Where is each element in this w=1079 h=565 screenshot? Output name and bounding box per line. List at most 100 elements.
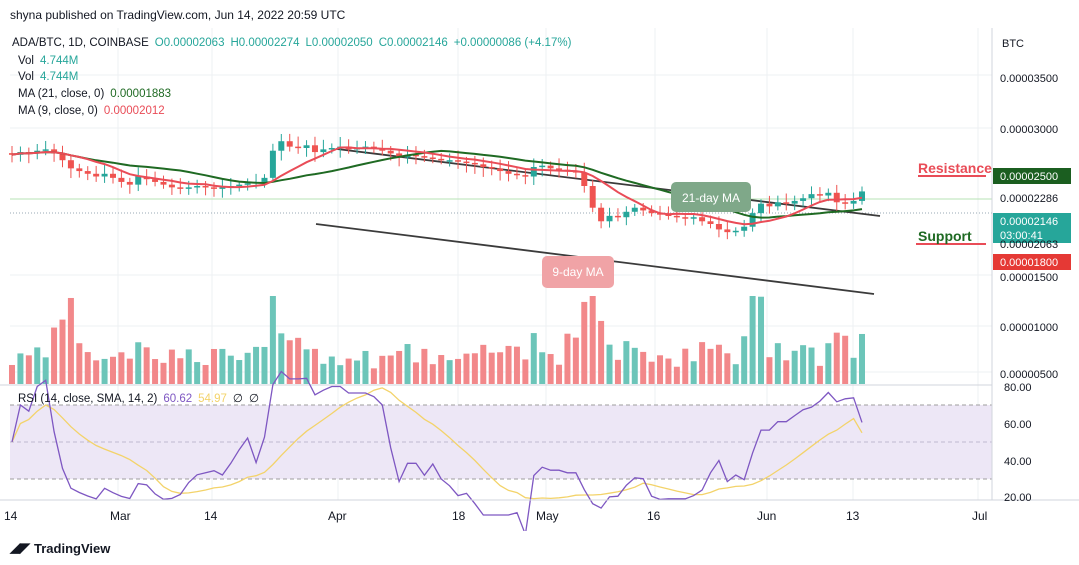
candle-body: [396, 153, 403, 158]
price-labels: 0.000025000.000022860.0000214603:00:410.…: [993, 168, 1071, 270]
rsi-axis[interactable]: 80.00 60.00 40.00 20.00: [1004, 382, 1032, 504]
candle-body: [463, 161, 470, 164]
volume-bar: [480, 344, 487, 384]
candle-body: [185, 187, 192, 189]
time-tick: May: [536, 509, 559, 523]
chart-panel[interactable]: 21-day MA 9-day MA Resistance Support 0.…: [0, 28, 1079, 531]
volume-bar: [690, 361, 697, 384]
candle-body: [539, 165, 546, 168]
candle-body: [261, 177, 268, 182]
candle-body: [244, 183, 251, 185]
candle-body: [202, 186, 209, 188]
price-axis[interactable]: 0.00003500 0.00003000 0.00001500 0.00001000…: [1000, 38, 1058, 381]
volume-bar: [118, 352, 125, 384]
volume-bar: [438, 355, 445, 384]
svg-text:MA (21, close, 0)0.00001883: MA (21, close, 0) 0.00001883: [18, 88, 171, 100]
price-label: 0.00002286: [1000, 193, 1058, 205]
candle-body: [530, 167, 537, 177]
candle-body: [59, 153, 66, 161]
volume-bar: [522, 359, 529, 384]
volume-bar: [295, 337, 302, 384]
volume-bar: [379, 355, 386, 384]
volume-bar: [707, 348, 714, 384]
candle-body: [42, 149, 49, 151]
candle-body: [135, 176, 142, 185]
volume-bar: [581, 301, 588, 384]
volume-bar: [673, 366, 680, 384]
candle-body: [429, 157, 436, 159]
ma21-callout: 21-day MA: [671, 182, 751, 212]
candle-body: [387, 150, 394, 154]
candle-body: [732, 230, 739, 233]
candle-body: [210, 187, 217, 189]
volume-bar: [640, 351, 647, 384]
volume-bar: [648, 361, 655, 384]
price-label-bg: [993, 254, 1071, 270]
volume-bar: [109, 356, 116, 384]
volume-bar: [547, 354, 554, 384]
volume-bar: [556, 364, 563, 384]
candle-body: [488, 167, 495, 169]
volume-bar: [513, 346, 520, 384]
candle-body: [749, 213, 756, 227]
volume-bar: [269, 296, 276, 384]
svg-text:RSI (14, close, SMA, 14, 2)60.: RSI (14, close, SMA, 14, 2) 60.62 54.97 ∅ ∅: [18, 393, 259, 405]
time-tick: Jul: [972, 509, 987, 523]
candle-body: [236, 184, 243, 187]
volume-bar: [699, 342, 706, 384]
volume-bar: [370, 368, 377, 384]
ma9-callout: 9-day MA: [542, 256, 614, 288]
volume-bar: [286, 340, 293, 384]
volume-bar: [126, 358, 133, 384]
volume-bar: [505, 345, 512, 384]
volume-bar: [101, 358, 108, 384]
volume-bar: [168, 349, 175, 384]
candle-body: [673, 215, 680, 218]
resistance-label: Resistance: [918, 160, 992, 176]
candle-body: [581, 172, 588, 186]
volume-bar: [825, 343, 832, 384]
volume-bars: [9, 296, 865, 384]
volume-bar: [446, 360, 453, 384]
price-tick: 0.00003500: [1000, 73, 1058, 85]
time-tick: 18: [452, 509, 466, 523]
volume-bar: [345, 358, 352, 384]
candle-body: [513, 173, 520, 176]
candle-body: [194, 186, 201, 188]
price-tick: 0.00001000: [1000, 322, 1058, 334]
candle-body: [707, 221, 714, 224]
candle-body: [774, 202, 781, 207]
volume-bar: [328, 356, 335, 384]
candle-body: [471, 162, 478, 165]
candle-body: [177, 187, 184, 189]
volume-bar: [816, 365, 823, 384]
volume-bar: [665, 358, 672, 384]
rsi-line: [11, 370, 863, 531]
candle-body: [67, 160, 74, 169]
volume-bar: [800, 345, 807, 384]
volume-bar: [337, 365, 344, 384]
candle-body: [522, 175, 529, 177]
candle-body: [446, 160, 453, 162]
volume-bar: [202, 364, 209, 384]
candle-body: [808, 194, 815, 199]
candle-body: [547, 165, 554, 169]
volume-bar: [850, 357, 857, 384]
volume-bar: [471, 353, 478, 384]
candle-body: [497, 168, 504, 172]
volume-bar: [396, 350, 403, 384]
candle-body: [152, 179, 159, 182]
tradingview-logo[interactable]: ◢◤ TradingView: [10, 540, 110, 556]
time-axis[interactable]: 14 Mar 14 Apr 18 May 16 Jun 13 Jul: [4, 509, 987, 523]
candle-body: [589, 186, 596, 208]
volume-bar: [354, 360, 361, 384]
volume-bar: [623, 341, 630, 384]
volume-bar: [631, 347, 638, 384]
volume-bar: [387, 355, 394, 384]
svg-text:9-day MA: 9-day MA: [552, 265, 603, 279]
volume-bar: [598, 320, 605, 384]
volume-bar: [84, 352, 91, 384]
candle-body: [859, 191, 865, 201]
volume-bar: [320, 363, 327, 384]
